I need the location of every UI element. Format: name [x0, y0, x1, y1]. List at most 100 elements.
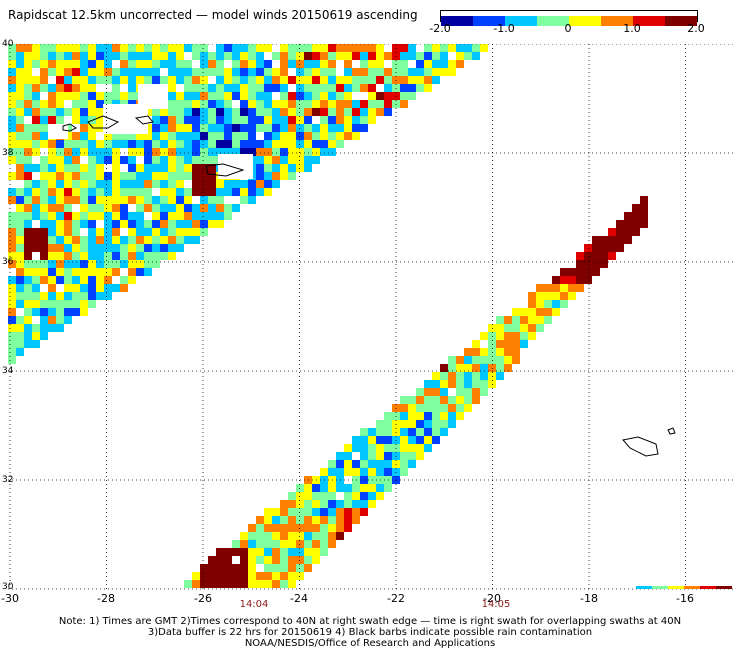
- wind-cell: [328, 68, 336, 76]
- wind-cell: [248, 140, 256, 148]
- wind-cell: [224, 148, 232, 156]
- wind-cell: [248, 564, 256, 572]
- wind-cell: [512, 332, 520, 340]
- colorbar-segment: [473, 16, 506, 26]
- wind-cell: [112, 228, 120, 236]
- wind-cell: [8, 252, 16, 260]
- wind-cell: [56, 52, 64, 60]
- wind-cell: [152, 180, 160, 188]
- wind-cell: [112, 148, 120, 156]
- wind-cell: [112, 260, 120, 268]
- wind-cell: [280, 156, 288, 164]
- wind-cell: [32, 180, 40, 188]
- wind-cell: [112, 92, 120, 100]
- wind-cell: [456, 52, 464, 60]
- wind-cell: [8, 244, 16, 252]
- wind-cell: [144, 148, 152, 156]
- wind-cell: [64, 228, 72, 236]
- wind-cell: [8, 156, 16, 164]
- wind-cell: [344, 108, 352, 116]
- wind-cell: [16, 84, 24, 92]
- wind-cell: [192, 172, 200, 180]
- wind-cell: [152, 44, 160, 52]
- wind-cell: [304, 164, 312, 172]
- wind-cell: [160, 108, 168, 116]
- wind-cell: [104, 132, 112, 140]
- y-tick-40: 40: [2, 39, 14, 49]
- wind-cell: [432, 436, 440, 444]
- wind-cell: [120, 188, 128, 196]
- wind-cell: [368, 444, 376, 452]
- wind-cell: [264, 548, 272, 556]
- wind-cell: [168, 76, 176, 84]
- wind-cell: [576, 284, 584, 292]
- y-tick-32: 32: [2, 475, 14, 485]
- wind-cell: [488, 340, 496, 348]
- wind-cell: [552, 308, 560, 316]
- wind-cell: [320, 132, 328, 140]
- wind-cell: [48, 156, 56, 164]
- wind-cell: [96, 52, 104, 60]
- wind-cell: [240, 60, 248, 68]
- colorbar-segment: [441, 16, 474, 26]
- wind-cell: [200, 44, 208, 52]
- wind-cell: [320, 524, 328, 532]
- wind-cell: [24, 340, 32, 348]
- wind-cell: [48, 116, 56, 124]
- wind-cell: [128, 212, 136, 220]
- wind-cell: [120, 276, 128, 284]
- wind-cell: [48, 260, 56, 268]
- wind-cell: [112, 156, 120, 164]
- wind-cell: [16, 244, 24, 252]
- wind-cell: [224, 84, 232, 92]
- y-tick-30: 30: [2, 582, 14, 592]
- wind-difference-map: [8, 44, 736, 590]
- wind-cell: [152, 212, 160, 220]
- wind-cell: [40, 228, 48, 236]
- wind-cell: [152, 220, 160, 228]
- wind-cell: [288, 100, 296, 108]
- wind-cell: [400, 396, 408, 404]
- wind-cell: [432, 60, 440, 68]
- wind-cell: [88, 156, 96, 164]
- wind-cell: [472, 52, 480, 60]
- wind-cell: [304, 116, 312, 124]
- wind-cell: [376, 460, 384, 468]
- wind-cell: [160, 252, 168, 260]
- wind-cell: [352, 84, 360, 92]
- wind-cell: [128, 188, 136, 196]
- wind-cell: [8, 340, 16, 348]
- wind-cell: [56, 276, 64, 284]
- wind-cell: [96, 284, 104, 292]
- wind-cell: [192, 220, 200, 228]
- wind-cell: [504, 364, 512, 372]
- wind-cell: [80, 252, 88, 260]
- wind-cell: [424, 68, 432, 76]
- wind-cell: [296, 564, 304, 572]
- wind-cell: [424, 444, 432, 452]
- wind-cell: [280, 100, 288, 108]
- wind-cell: [8, 348, 16, 356]
- wind-cell: [384, 100, 392, 108]
- wind-cell: [72, 148, 80, 156]
- wind-cell: [240, 84, 248, 92]
- wind-cell: [104, 244, 112, 252]
- wind-cell: [224, 124, 232, 132]
- wind-cell: [72, 228, 80, 236]
- wind-cell: [40, 156, 48, 164]
- wind-cell: [112, 164, 120, 172]
- wind-cell: [264, 564, 272, 572]
- wind-cell: [224, 188, 232, 196]
- wind-cell: [312, 556, 320, 564]
- wind-cell: [80, 212, 88, 220]
- wind-cell: [288, 580, 296, 588]
- wind-cell: [592, 252, 600, 260]
- wind-cell: [416, 420, 424, 428]
- wind-cell: [240, 532, 248, 540]
- wind-cell: [384, 68, 392, 76]
- wind-cell: [32, 84, 40, 92]
- wind-cell: [240, 148, 248, 156]
- wind-cell: [408, 412, 416, 420]
- wind-cell: [16, 44, 24, 52]
- wind-cell: [320, 116, 328, 124]
